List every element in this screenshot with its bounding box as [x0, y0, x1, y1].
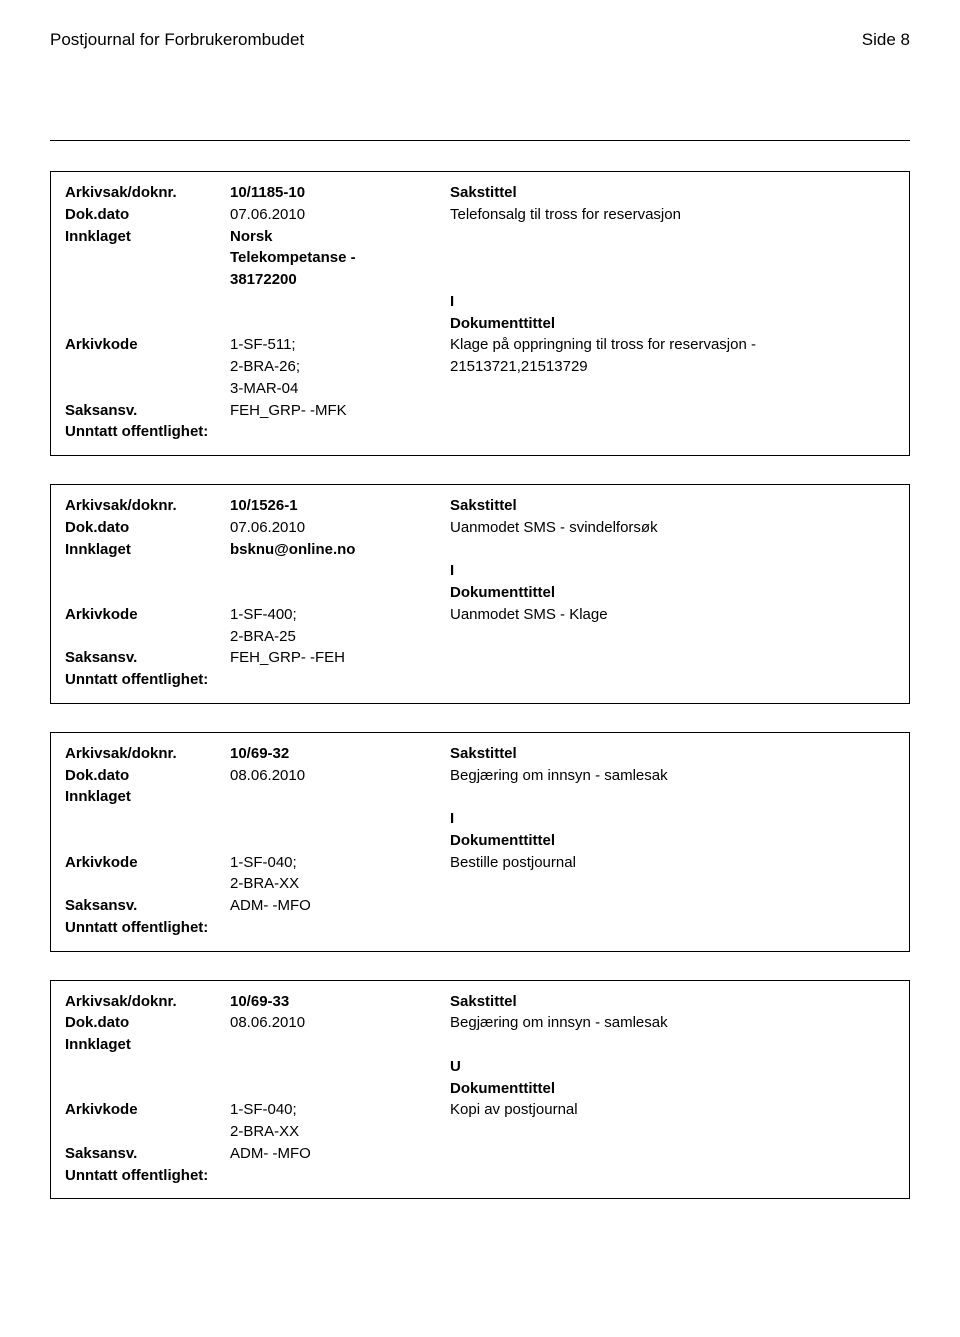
- label-sakstittel: Sakstittel: [450, 743, 895, 765]
- label-unntatt: Unntatt offentlighet:: [65, 1165, 208, 1187]
- label-dokumenttittel: Dokumenttittel: [450, 582, 895, 604]
- label-arkivkode: Arkivkode: [65, 604, 230, 626]
- label-dokdato: Dok.dato: [65, 517, 230, 539]
- label-unntatt: Unntatt offentlighet:: [65, 917, 208, 939]
- label-arkivsak: Arkivsak/doknr.: [65, 743, 230, 765]
- label-saksansv: Saksansv.: [65, 1143, 230, 1165]
- value-dokumenttittel-line: Uanmodet SMS - Klage: [450, 604, 895, 626]
- value-doknr: 10/69-33: [230, 991, 450, 1013]
- value-doknr: 10/1185-10: [230, 182, 450, 204]
- value-sakstittel: Uanmodet SMS - svindelforsøk: [450, 517, 895, 539]
- value-dokumenttittel-line: Kopi av postjournal: [450, 1099, 895, 1121]
- label-arkivkode: Arkivkode: [65, 852, 230, 874]
- value-io: U: [450, 1056, 895, 1078]
- page-number: Side 8: [862, 30, 910, 50]
- label-innklaget: Innklaget: [65, 786, 230, 808]
- record: Arkivsak/doknr.10/69-32Sakstittel Dok.dat…: [50, 732, 910, 952]
- label-sakstittel: Sakstittel: [450, 991, 895, 1013]
- record: Arkivsak/doknr.10/1185-10Sakstittel Dok.d…: [50, 171, 910, 456]
- label-unntatt: Unntatt offentlighet:: [65, 421, 208, 443]
- label-arkivsak: Arkivsak/doknr.: [65, 495, 230, 517]
- value-dato: 08.06.2010: [230, 765, 450, 787]
- label-innklaget: Innklaget: [65, 1034, 230, 1056]
- label-innklaget: Innklaget: [65, 539, 230, 561]
- value-arkivkode-line: 1-SF-040;: [230, 1099, 450, 1121]
- value-doknr: 10/69-32: [230, 743, 450, 765]
- label-dokumenttittel: Dokumenttittel: [450, 830, 895, 852]
- value-sakstittel: Telefonsalg til tross for reservasjon: [450, 204, 895, 226]
- value-io: I: [450, 560, 895, 582]
- value-dokumenttittel-line: 21513721,21513729: [450, 356, 895, 378]
- label-arkivkode: Arkivkode: [65, 334, 230, 356]
- value-sakstittel: Begjæring om innsyn - samlesak: [450, 1012, 895, 1034]
- value-io: I: [450, 808, 895, 830]
- value-arkivkode-line: 1-SF-511;: [230, 334, 450, 356]
- label-dokumenttittel: Dokumenttittel: [450, 313, 895, 335]
- record: Arkivsak/doknr.10/69-33Sakstittel Dok.dat…: [50, 980, 910, 1200]
- label-unntatt: Unntatt offentlighet:: [65, 669, 208, 691]
- label-innklaget: Innklaget: [65, 226, 230, 248]
- value-saksansv: FEH_GRP- -MFK: [230, 400, 450, 422]
- divider: [50, 140, 910, 141]
- label-dokdato: Dok.dato: [65, 1012, 230, 1034]
- value-arkivkode-line: 1-SF-400;: [230, 604, 450, 626]
- value-dokumenttittel-line: Bestille postjournal: [450, 852, 895, 874]
- header-title: Postjournal for Forbrukerombudet: [50, 30, 304, 50]
- value-dato: 07.06.2010: [230, 517, 450, 539]
- value-sakstittel: Begjæring om innsyn - samlesak: [450, 765, 895, 787]
- value-arkivkode-line: 2-BRA-25: [230, 626, 450, 648]
- label-arkivsak: Arkivsak/doknr.: [65, 182, 230, 204]
- value-arkivkode-line: 1-SF-040;: [230, 852, 450, 874]
- value-saksansv: FEH_GRP- -FEH: [230, 647, 450, 669]
- value-io: I: [450, 291, 895, 313]
- value-saksansv: ADM- -MFO: [230, 895, 450, 917]
- label-saksansv: Saksansv.: [65, 895, 230, 917]
- label-saksansv: Saksansv.: [65, 400, 230, 422]
- label-dokumenttittel: Dokumenttittel: [450, 1078, 895, 1100]
- value-dato: 08.06.2010: [230, 1012, 450, 1034]
- value-doknr: 10/1526-1: [230, 495, 450, 517]
- record: Arkivsak/doknr.10/1526-1Sakstittel Dok.da…: [50, 484, 910, 704]
- value-innklaget: bsknu@online.no: [230, 539, 450, 561]
- label-arkivkode: Arkivkode: [65, 1099, 230, 1121]
- value-arkivkode-line: 3-MAR-04: [230, 378, 450, 400]
- value-arkivkode-line: 2-BRA-XX: [230, 1121, 450, 1143]
- label-arkivsak: Arkivsak/doknr.: [65, 991, 230, 1013]
- value-dokumenttittel-line: Klage på oppringning til tross for reser…: [450, 334, 895, 356]
- label-saksansv: Saksansv.: [65, 647, 230, 669]
- value-arkivkode-line: 2-BRA-26;: [230, 356, 450, 378]
- value-dato: 07.06.2010: [230, 204, 450, 226]
- page-header: Postjournal for Forbrukerombudet Side 8: [50, 30, 910, 50]
- label-dokdato: Dok.dato: [65, 765, 230, 787]
- value-saksansv: ADM- -MFO: [230, 1143, 450, 1165]
- value-innklaget: NorskTelekompetanse -38172200: [230, 226, 450, 291]
- label-sakstittel: Sakstittel: [450, 182, 895, 204]
- value-arkivkode-line: 2-BRA-XX: [230, 873, 450, 895]
- label-dokdato: Dok.dato: [65, 204, 230, 226]
- label-sakstittel: Sakstittel: [450, 495, 895, 517]
